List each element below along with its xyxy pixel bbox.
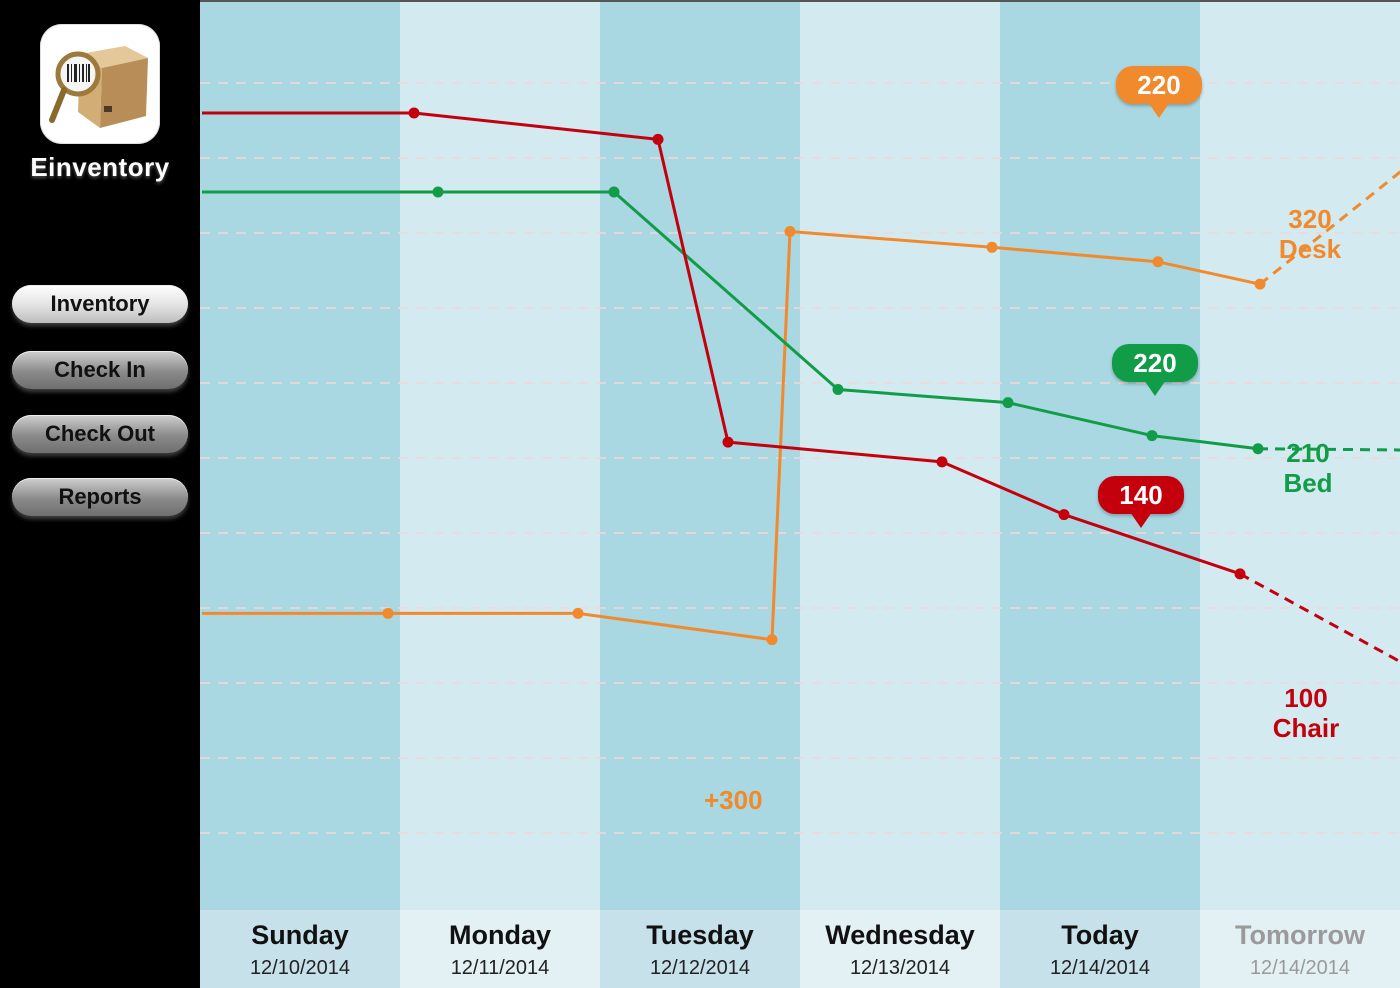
inventory-chart: Sunday 12/10/2014 Monday 12/11/2014 Tues…: [200, 0, 1400, 988]
sidebar: Einventory Inventory Check In Check Out …: [0, 0, 200, 988]
day-header-band: [200, 910, 400, 988]
nav-check-out-button[interactable]: Check Out: [12, 415, 188, 453]
nav-check-in-button[interactable]: Check In: [12, 351, 188, 389]
bed-data-point: [1002, 397, 1014, 409]
day-header-band: [800, 910, 1000, 988]
desk-data-point: [766, 634, 778, 646]
desk-data-point: [572, 607, 584, 619]
desk-end-value: 320: [1288, 204, 1332, 234]
day-band: [200, 2, 400, 910]
day-band: [800, 2, 1000, 910]
desk-restock-delta-label: +300: [704, 785, 763, 815]
chair-end-label: 100 Chair: [1246, 683, 1366, 743]
day-column-today: Today 12/14/2014: [1000, 910, 1200, 988]
app-logo-icon: [40, 24, 160, 144]
chair-data-point: [1058, 509, 1070, 521]
day-column-sunday: Sunday 12/10/2014: [200, 910, 400, 988]
bed-data-point: [1252, 443, 1264, 455]
bed-value-callout: 220: [1112, 344, 1198, 396]
desk-series-line: [202, 230, 1261, 642]
day-column-wednesday: Wednesday 12/13/2014: [800, 910, 1000, 988]
day-column-tuesday: Tuesday 12/12/2014: [600, 910, 800, 988]
chair-projection-line: [1239, 572, 1400, 664]
day-name: Tuesday: [646, 920, 754, 950]
day-name: Today: [1061, 920, 1139, 950]
day-column-monday: Monday 12/11/2014: [400, 910, 600, 988]
bed-end-label: 210 Bed: [1248, 438, 1368, 498]
day-name: Tomorrow: [1235, 920, 1365, 950]
chair-data-point: [1234, 568, 1246, 580]
desk-value-callout: 220: [1116, 66, 1202, 118]
desk-projection-line: [1259, 170, 1400, 286]
day-name: Sunday: [251, 920, 349, 950]
day-column-tomorrow: Tomorrow 12/14/2014: [1200, 910, 1400, 988]
chair-data-point: [408, 107, 420, 119]
day-date: 12/11/2014: [450, 957, 550, 979]
bed-projection-line: [1257, 447, 1400, 452]
app-title: Einventory: [30, 152, 170, 182]
desk-data-point: [1152, 256, 1164, 268]
desk-series-name: Desk: [1278, 234, 1342, 264]
bed-end-value: 210: [1286, 438, 1330, 468]
day-header-band: [1200, 910, 1400, 988]
bed-data-point: [832, 384, 844, 395]
desk-end-label: 320 Desk: [1250, 204, 1370, 264]
day-date: 12/10/2014: [249, 957, 351, 979]
desk-data-point: [382, 607, 394, 619]
nav-inventory-button[interactable]: Inventory: [12, 285, 188, 323]
chart-canvas: [200, 2, 1400, 988]
chair-data-point: [722, 436, 734, 448]
chair-end-value: 100: [1284, 683, 1328, 713]
day-name: Wednesday: [825, 920, 975, 950]
desk-data-point: [1254, 278, 1266, 290]
day-date: 12/14/2014: [1249, 957, 1351, 979]
bed-data-point: [1146, 430, 1158, 442]
day-date: 12/13/2014: [849, 957, 951, 979]
nav-reports-button[interactable]: Reports: [12, 478, 188, 516]
bed-data-point: [608, 186, 620, 198]
desk-data-point: [986, 241, 998, 253]
day-band: [1000, 2, 1200, 910]
chair-data-point: [936, 456, 948, 468]
bed-series-name: Bed: [1283, 468, 1333, 498]
day-header-band: [600, 910, 800, 988]
day-header-band: [1000, 910, 1200, 988]
day-band: [400, 2, 600, 910]
day-date: 12/14/2014: [1049, 957, 1151, 979]
day-band: [600, 2, 800, 910]
desk-data-point: [784, 226, 796, 237]
day-header-band: [400, 910, 600, 988]
chair-series-name: Chair: [1272, 713, 1340, 743]
day-name: Monday: [448, 920, 551, 950]
chair-data-point: [652, 133, 664, 145]
chair-value-callout: 140: [1098, 476, 1184, 528]
day-date: 12/12/2014: [649, 957, 751, 979]
bed-data-point: [432, 186, 444, 198]
